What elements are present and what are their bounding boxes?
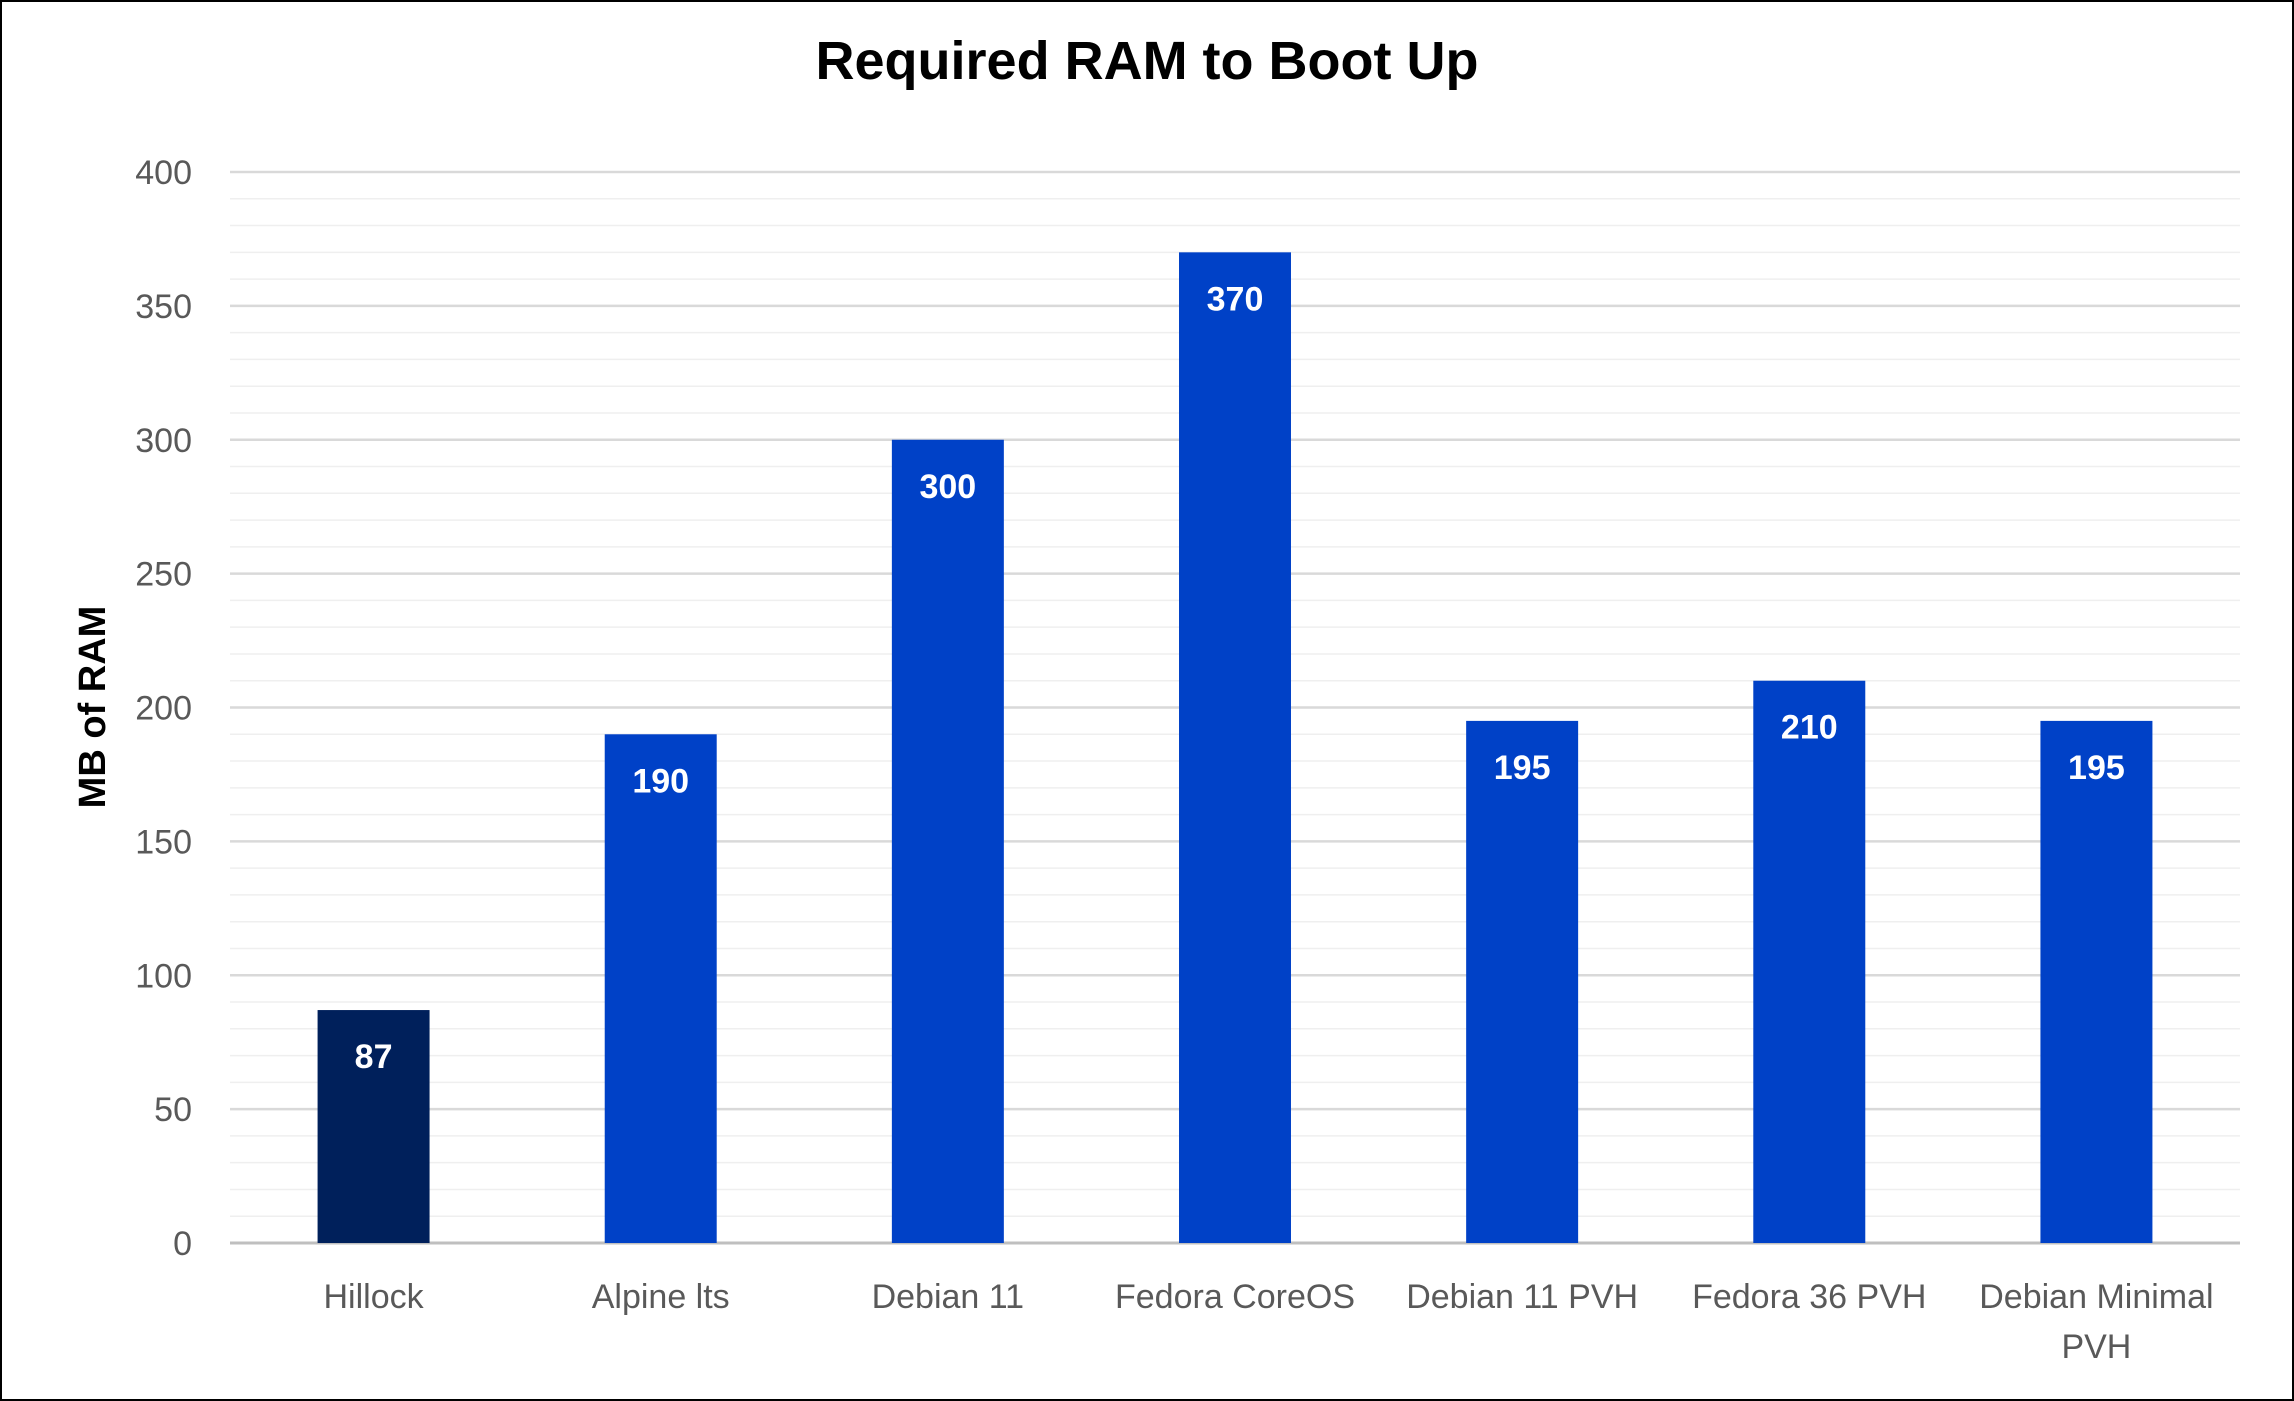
data-label: 190 [632,762,689,800]
bar [317,1010,430,1243]
data-label: 300 [919,468,976,506]
x-tick-label: Fedora CoreOS [1115,1278,1355,1316]
y-tick-label: 350 [135,288,192,326]
y-axis-ticks: 0 50 100 150 200 250 300 350 400 [135,154,192,1263]
bars [317,252,2153,1243]
y-axis-title: MB of RAM [72,606,114,809]
y-tick-label: 0 [173,1225,192,1263]
y-tick-label: 150 [135,823,192,861]
data-label: 87 [355,1038,393,1076]
y-tick-label: 100 [135,957,192,995]
bar [2040,720,2153,1243]
y-tick-label: 250 [135,556,192,594]
x-tick-label: Fedora 36 PVH [1692,1278,1926,1316]
data-label: 210 [1781,709,1838,747]
bar [604,734,717,1243]
data-label: 370 [1207,280,1264,318]
x-tick-label: Hillock [324,1278,425,1316]
y-tick-label: 200 [135,690,192,728]
bar [891,439,1004,1243]
bar [1179,252,1291,1243]
x-tick-label: Debian 11 PVH [1406,1278,1638,1316]
x-axis-ticks: Hillock Alpine lts Debian 11 Fedora CoreOS D… [324,1278,2214,1366]
data-label: 195 [1494,749,1551,787]
chart-title: Required RAM to Boot Up [816,31,1479,91]
data-label: 195 [2068,749,2125,787]
data-labels: 87 190 300 370 195 210 195 [355,280,2125,1076]
y-tick-label: 400 [135,154,192,192]
y-tick-label: 50 [154,1091,192,1129]
x-tick-label: Debian Minimal PVH [1979,1278,2213,1366]
bar [1753,680,1866,1243]
bar [1466,720,1579,1243]
y-tick-label: 300 [135,422,192,460]
x-tick-label: Debian 11 [872,1278,1025,1316]
x-tick-label: Alpine lts [592,1278,730,1316]
